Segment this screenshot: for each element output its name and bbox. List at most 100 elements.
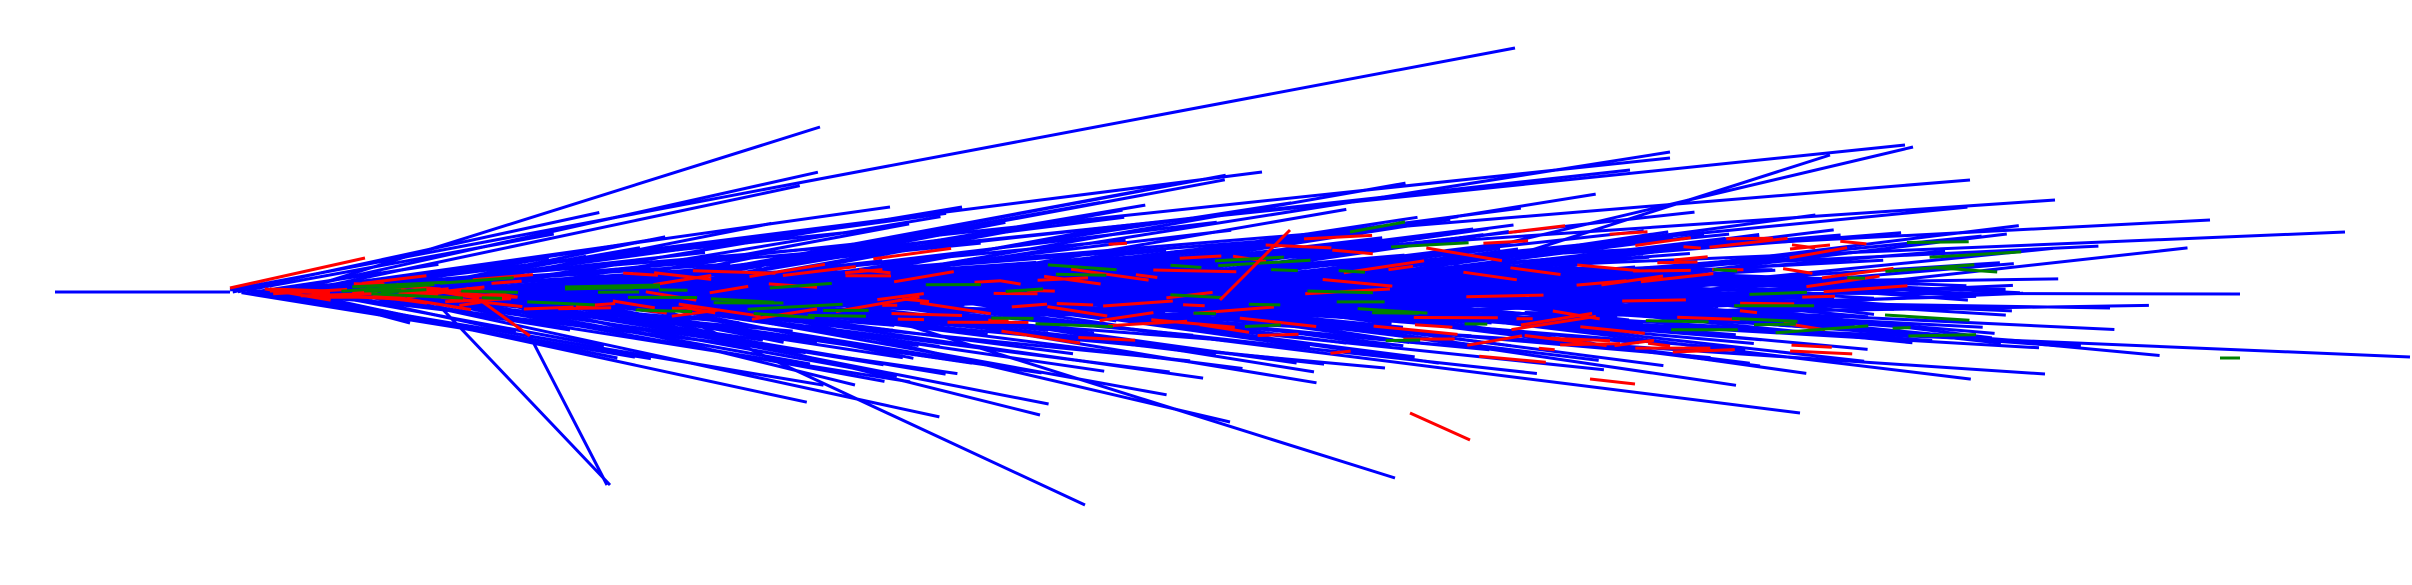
accent-segment [1929,250,2022,259]
highlight-segment [671,308,720,318]
accent-segment [1906,240,1969,244]
line-segment [1203,304,1664,368]
highlight-segment [1677,315,1740,321]
highlight-segment [361,274,427,285]
accent-segment [1731,316,1798,323]
highlight-segment [1672,348,1735,354]
highlight-segment [897,317,925,322]
line-segment [463,295,898,378]
accent-segment [1047,263,1117,272]
accent-segment [1193,311,1217,316]
highlight-segment [692,269,776,275]
line-segment [586,290,914,360]
highlight-segment [1043,274,1101,286]
accent-segment [352,280,446,289]
highlight-segment [1483,239,1529,245]
highlight-segment [891,312,963,317]
accent-segment [439,276,514,285]
line-segment [762,201,1292,286]
accent-segment [481,296,503,300]
accent-segment [1307,289,1373,295]
line-segment [232,211,600,294]
line-segment [1241,292,1807,375]
highlight-segment [1265,243,1332,250]
highlight-segment [1426,246,1503,263]
highlight-segment [902,297,930,303]
highlight-segment [1078,336,1136,342]
accent-segment [1271,268,1298,273]
accent-segment [1035,322,1113,329]
highlight-segment [1239,316,1317,328]
accent-segment [1349,220,1406,234]
accent-segment [1372,311,1419,315]
line-segment [1348,205,1968,269]
highlight-segment [877,292,924,302]
accent-segment [461,289,519,294]
accent-segment [1749,290,1807,296]
highlight-segment [974,279,1002,284]
accent-segment [1908,333,1977,338]
highlight-segment [1790,349,1853,356]
line-segment [384,290,958,376]
accent-segment [1170,293,1224,300]
highlight-segment [919,301,992,316]
highlight-segment [678,302,761,318]
highlight-segment [1577,263,1640,273]
highlight-segment [1709,236,1788,249]
highlight-segment [575,302,616,308]
highlight-segment [1322,278,1393,288]
line-segment [299,125,821,292]
accent-segment [341,283,435,293]
highlight-segment [1823,284,1908,294]
highlight-segment [1739,309,1758,315]
line-segment [528,335,609,486]
highlight-segment [1102,299,1173,308]
highlight-segment [1622,298,1686,303]
highlight-segment [1614,338,1655,348]
accent-segment [1005,287,1044,293]
highlight-segment [1179,254,1222,260]
highlight-segment [1151,318,1235,329]
highlight-segment [424,287,467,297]
highlight-segment [1463,270,1518,282]
highlight-segment [1510,266,1561,276]
highlight-segment [671,306,692,310]
highlight-segment [782,265,856,277]
line-segment [1074,210,1695,282]
line-segment [289,184,801,295]
highlight-segment [623,271,658,277]
line-segment [1466,312,1736,337]
highlight-segment [1466,334,1523,347]
highlight-segment [1099,311,1154,323]
highlight-segment [1108,241,1127,246]
highlight-segment [491,279,522,285]
highlight-segment [1330,349,1351,355]
highlight-segment [1388,264,1414,272]
line-segment [264,290,824,387]
highlight-segment [1218,228,1292,302]
accent-segment [1885,263,1975,273]
highlight-segment [1000,279,1021,286]
highlight-segment [1508,224,1566,234]
line-segment [286,170,819,293]
highlight-segment [459,300,481,307]
line-segment [229,46,1516,292]
highlight-segment [612,299,656,310]
highlight-segment [389,294,472,312]
highlight-segment [1511,314,1597,332]
accent-segment [747,302,843,311]
highlight-segment [1806,274,1880,289]
accent-segment [1214,255,1284,263]
accent-segment [564,283,661,291]
highlight-segment [1789,246,1848,260]
highlight-segment [1789,243,1831,251]
highlight-segment [1580,325,1645,335]
accent-segment [1055,272,1107,277]
accent-segment [1713,268,1738,273]
highlight-segment [1589,377,1636,386]
highlight-segment [1601,274,1664,287]
accent-segment [1244,323,1281,328]
highlight-segment [1373,324,1458,336]
